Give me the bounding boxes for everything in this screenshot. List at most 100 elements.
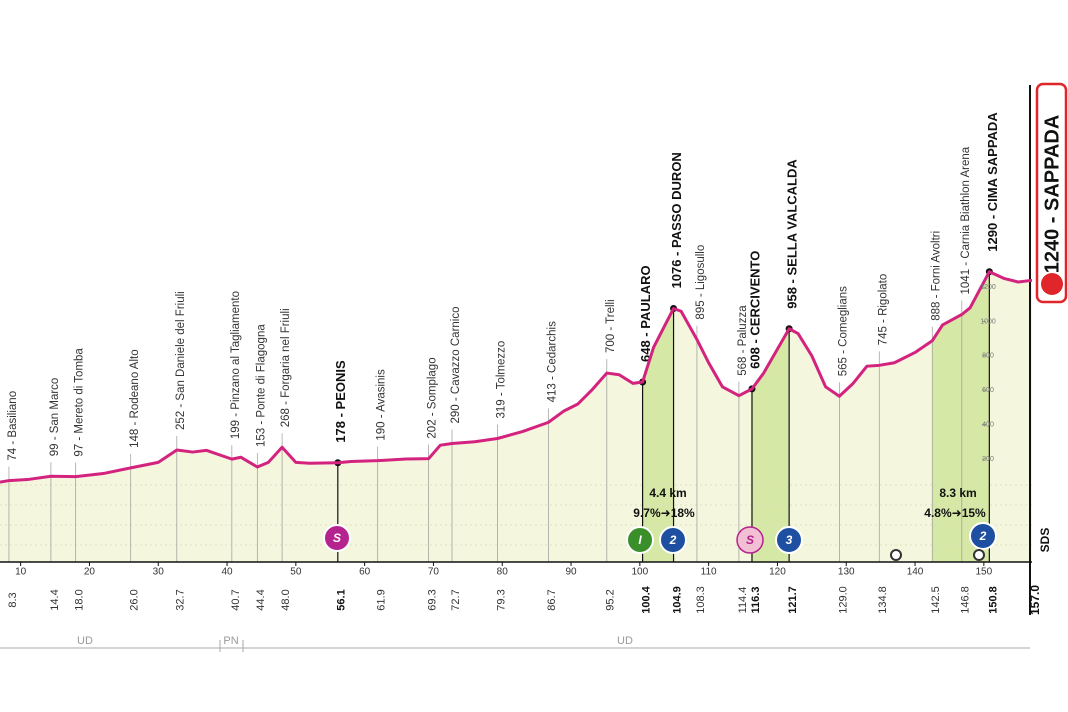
waypoint-label: 648 - PAULARO [638,265,653,362]
y-tick-label: 400 [982,421,994,428]
finish-box [1035,82,1068,304]
waypoint-km: 104.9 [671,586,683,614]
waypoint-label: 202 - Somplago [427,357,439,438]
y-tick-label: 1200 [980,284,996,291]
waypoint-km: 146.8 [960,586,972,614]
waypoint-km: 142.5 [930,586,942,614]
small-icon [890,549,902,561]
climb-fill [751,328,790,562]
waypoint-label: 153 - Ponte di Flagogna [255,324,267,447]
waypoint-km: 129.0 [837,586,849,614]
icon-label: 3 [786,533,793,547]
waypoint-km: 14.4 [49,589,61,610]
x-tick-label: 130 [838,567,855,578]
sprint-icon [736,526,764,554]
waypoint-label: 1041 - Carnia Biathlon Arena [960,146,972,294]
icon-label: I [638,533,642,547]
waypoint-label: 568 - Paluzza [737,305,749,376]
waypoint-km: 100.4 [640,585,652,613]
waypoint-km: 79.3 [495,589,507,610]
waypoint-label: 268 - Forgaria nel Friuli [280,308,292,427]
x-tick-label: 110 [701,567,717,578]
waypoint-label: 565 - Comeglians [837,286,849,376]
waypoint-label: 888 - Forni Avoltri [930,231,942,321]
waypoint-label: 99 - San Marco [49,378,61,457]
waypoint-label: 252 - San Daniele del Friuli [175,291,187,430]
waypoint-km: 69.3 [427,589,439,610]
region-label: UD [77,635,93,647]
waypoint-label: 745 - Rigolato [877,274,889,346]
waypoint-km: 108.3 [695,586,707,614]
waypoint-label: 700 - Trelli [605,299,617,353]
x-tick-label: 150 [975,567,992,578]
waypoint-km: 121.7 [787,586,799,614]
waypoint-label: 319 - Tolmezzo [495,341,507,419]
region-label: UD [617,635,633,647]
waypoint-label: 178 - PEONIS [333,360,348,443]
waypoint-label: 958 - SELLA VALCALDA [785,159,800,309]
small-icon [973,549,985,561]
icon-label: S [746,533,754,547]
waypoint-km: 56.1 [336,589,348,610]
x-tick-label: 80 [497,567,509,578]
x-tick-label: 60 [359,567,371,578]
waypoint-km: 26.0 [129,589,141,610]
waypoint-km: 72.7 [450,589,462,610]
waypoint-km: 48.0 [280,589,292,610]
finish-km: 157.0 [1028,585,1042,615]
x-tick-label: 10 [15,567,27,578]
waypoint-km: 32.7 [175,589,187,610]
waypoint-km: 150.8 [987,586,999,614]
sprint-icon [323,524,351,552]
climb-length: 4.4 km [649,486,686,500]
kom-icon [659,526,687,554]
waypoint-label: 190 - Avasinis [376,369,388,441]
waypoint-km: 40.7 [230,589,242,610]
waypoint-km: 18.0 [74,589,86,610]
climb-length: 8.3 km [939,486,976,500]
climb-gradient: 4.8%➜15% [924,506,986,520]
x-tick-label: 70 [428,567,440,578]
x-tick-label: 30 [153,567,165,578]
kom-icon [969,522,997,550]
x-tick-label: 40 [221,567,233,578]
finish-label: 1240 - SAPPADA [1041,115,1063,274]
icon-label: 2 [669,533,677,547]
waypoint-label: 199 - Pinzano al Tagliamento [230,291,242,439]
waypoint-km: 114.4 [737,587,749,614]
x-tick-label: 90 [565,567,577,578]
waypoint-label: 1076 - PASSO DURON [669,152,684,288]
finish-icon [1041,273,1063,295]
climb-fill [932,271,990,562]
waypoint-km: 95.2 [605,589,617,610]
waypoint-label: 97 - Mereto di Tomba [74,348,86,457]
waypoint-label: 895 - Ligosullo [695,245,707,320]
waypoint-label: 74 - Basiliano [7,391,19,461]
waypoint-label: 608 - CERCIVENTO [747,251,762,369]
waypoint-km: 8.3 [7,592,19,607]
waypoint-label: 290 - Cavazzo Carnico [450,306,462,423]
waypoint-km: 44.4 [255,589,267,610]
intermediate-icon [626,526,654,554]
waypoint-label: 413 - Cedarchis [546,321,558,402]
icon-label: 2 [979,529,987,543]
x-tick-label: 120 [769,567,786,578]
waypoint-km: 61.9 [376,589,388,610]
x-tick-label: 50 [290,567,302,578]
waypoint-km: 116.3 [750,587,762,614]
profile-line [0,270,1033,484]
x-tick-label: 140 [907,567,924,578]
kom-icon [775,526,803,554]
icon-label: S [333,531,341,545]
y-tick-label: 800 [982,353,994,360]
y-tick-label: 1000 [980,318,996,325]
x-tick-label: 100 [631,567,648,578]
x-tick-label: 20 [84,567,96,578]
waypoint-km: 134.8 [877,586,889,614]
y-tick-label: 600 [982,387,994,394]
y-tick-label: 200 [982,456,994,463]
climb-fill [642,308,674,562]
logo: SDS [1038,528,1052,553]
waypoint-km: 86.7 [546,589,558,610]
